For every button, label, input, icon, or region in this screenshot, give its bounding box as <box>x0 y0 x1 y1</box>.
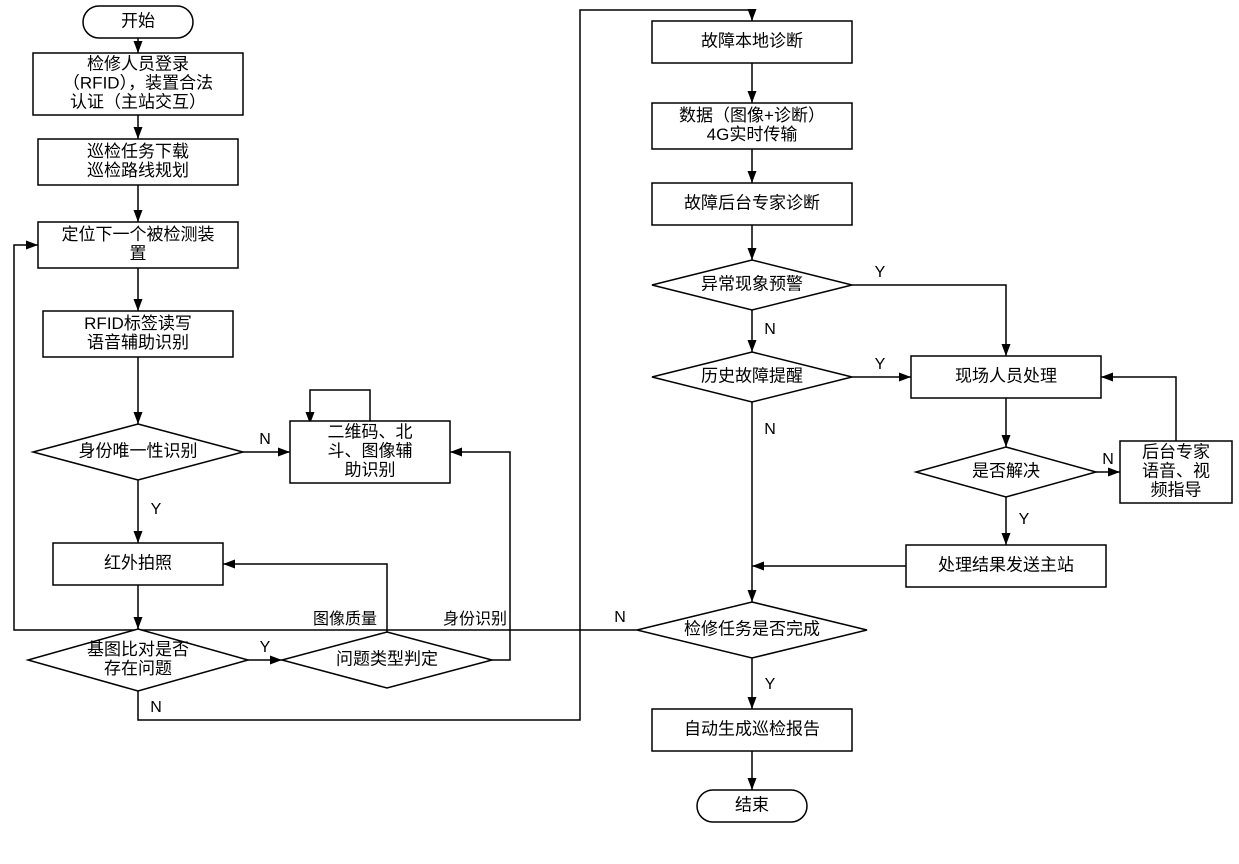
edge-label: N <box>764 421 776 438</box>
node-label: 数据（图像+诊断） <box>679 106 825 125</box>
node-label: 助识别 <box>345 460 396 479</box>
node-label: 语音辅助识别 <box>87 333 189 352</box>
flow-edge <box>852 285 1006 356</box>
node-label: 置 <box>130 244 147 263</box>
flow-edge <box>310 390 370 424</box>
edge-label: N <box>1102 451 1114 468</box>
edge-label: 图像质量 <box>313 610 377 628</box>
edge-label: Y <box>260 639 271 656</box>
node-label: 认证（主站交互） <box>70 92 206 111</box>
node-label: 处理结果发送主站 <box>938 555 1074 574</box>
edge-label: Y <box>151 501 162 518</box>
node-label: 巡检路线规划 <box>87 161 189 180</box>
node-label: 结束 <box>735 795 769 814</box>
node-label: 是否解决 <box>972 461 1040 480</box>
edge-label: Y <box>875 264 886 281</box>
edge-label: N <box>614 609 626 626</box>
node-label: 基图比对是否 <box>87 640 189 659</box>
node-label: 异常现象预警 <box>701 274 803 293</box>
node-label: 语音、视 <box>1142 461 1210 480</box>
node-label: 问题类型判定 <box>336 649 438 668</box>
node-label: 身份唯一性识别 <box>79 441 198 460</box>
node-label: RFID标签读写 <box>84 314 192 333</box>
edge-label: N <box>259 431 271 448</box>
flow-edge <box>450 452 510 660</box>
edge-label: Y <box>875 356 886 373</box>
node-label: 故障本地诊断 <box>701 31 803 50</box>
node-label: 频指导 <box>1151 480 1202 499</box>
edge-label: 身份识别 <box>443 610 507 628</box>
node-label: 斗、图像辅 <box>328 441 413 460</box>
edge-label: Y <box>1019 511 1030 528</box>
flowchart-canvas: Y N Y 图像质量 身份识别 N N N Y Y N Y Y N 开始检修人员登录（RFID），装置合法认… <box>0 0 1239 864</box>
edge-label: N <box>764 321 776 338</box>
node-label: 存在问题 <box>104 659 172 678</box>
node-label: 红外拍照 <box>104 553 172 572</box>
node-label: 4G实时传输 <box>707 125 798 144</box>
edge-label: Y <box>765 676 776 693</box>
node-label: 巡检任务下载 <box>87 142 189 161</box>
node-label: 自动生成巡检报告 <box>684 719 820 738</box>
node-label: 后台专家 <box>1142 442 1210 461</box>
node-label: 二维码、北 <box>328 422 413 441</box>
node-label: 现场人员处理 <box>955 366 1057 385</box>
edge-label: N <box>150 699 162 716</box>
node-label: （RFID），装置合法 <box>63 73 213 92</box>
node-label: 定位下一个被检测装 <box>62 225 215 244</box>
node-label: 开始 <box>121 11 155 30</box>
node-label: 检修任务是否完成 <box>684 619 820 638</box>
node-label: 检修人员登录 <box>87 54 189 73</box>
node-label: 故障后台专家诊断 <box>684 193 820 212</box>
node-label: 历史故障提醒 <box>701 366 803 385</box>
flow-edge <box>1101 377 1176 441</box>
